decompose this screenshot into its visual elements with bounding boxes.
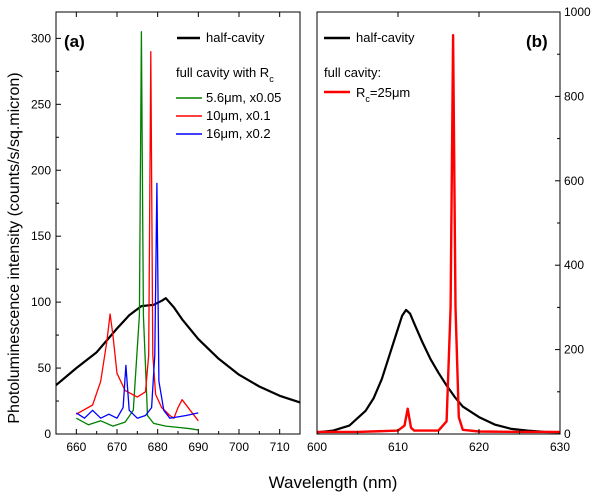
legend-label-half-cavity: half-cavity xyxy=(356,30,415,45)
x-tick-label: 630 xyxy=(550,440,570,454)
legend-label-rc-value: =25μm xyxy=(370,85,410,100)
panel-label-a: (a) xyxy=(64,32,85,51)
y-tick-label: 100 xyxy=(31,295,51,309)
legend-label-half-cavity: half-cavity xyxy=(206,30,265,45)
legend-label-rc-subscript: c xyxy=(365,94,370,104)
y-tick-label: 600 xyxy=(564,174,584,188)
series-line-a-2 xyxy=(75,50,199,422)
y-tick-label: 1000 xyxy=(564,5,591,19)
series-group xyxy=(317,34,560,434)
series-line-a-0 xyxy=(56,297,300,404)
x-tick-label: 700 xyxy=(229,440,249,454)
x-tick-label: 680 xyxy=(148,440,168,454)
legend-b: half-cavity full cavity: Rc=25μm xyxy=(324,30,415,104)
x-tick-label: 600 xyxy=(307,440,327,454)
x-tick-label: 660 xyxy=(66,440,86,454)
legend-label-3: 16μm, x0.2 xyxy=(206,126,271,141)
series-group xyxy=(56,31,300,431)
x-tick-label: 620 xyxy=(469,440,489,454)
x-tick-label: 710 xyxy=(270,440,290,454)
series-line-b-0 xyxy=(317,308,560,434)
x-tick-label: 610 xyxy=(388,440,408,454)
legend-a: half-cavity full cavity with Rc 5.6μm, x0.… xyxy=(176,30,281,141)
series-line-a-1 xyxy=(75,31,199,431)
series-line-a-3 xyxy=(75,182,199,419)
y-tick-label: 150 xyxy=(31,229,51,243)
series-line-b-1 xyxy=(317,34,560,434)
legend-label-rc: Rc=25μm xyxy=(356,85,410,104)
legend-label-1: 5.6μm, x0.05 xyxy=(206,90,281,105)
legend-header: full cavity: xyxy=(324,65,381,80)
y-axis-label: Photoluminescence intensity (counts/s/sq… xyxy=(6,72,23,423)
legend-header: full cavity with Rc xyxy=(176,65,274,84)
panel-a: 660 670 680 690 700 710 0 50 100 150 200 250 300 (a) h… xyxy=(31,11,301,454)
y-tick-label: 800 xyxy=(564,89,584,103)
y-tick-label: 50 xyxy=(38,361,52,375)
y-tick-label: 200 xyxy=(564,343,584,357)
y-tick-label: 200 xyxy=(31,163,51,177)
y-tick-label: 250 xyxy=(31,97,51,111)
y-tick-label: 300 xyxy=(31,31,51,45)
y-tick-label: 0 xyxy=(44,427,51,441)
legend-header-subscript: c xyxy=(269,74,274,84)
x-tick-label: 690 xyxy=(188,440,208,454)
y-tick-label: 400 xyxy=(564,258,584,272)
x-tick-label: 670 xyxy=(107,440,127,454)
x-axis-label: Wavelength (nm) xyxy=(269,473,398,492)
y-tick-label: 0 xyxy=(564,427,571,441)
legend-label-2: 10μm, x0.1 xyxy=(206,108,271,123)
panel-label-b: (b) xyxy=(526,32,548,51)
